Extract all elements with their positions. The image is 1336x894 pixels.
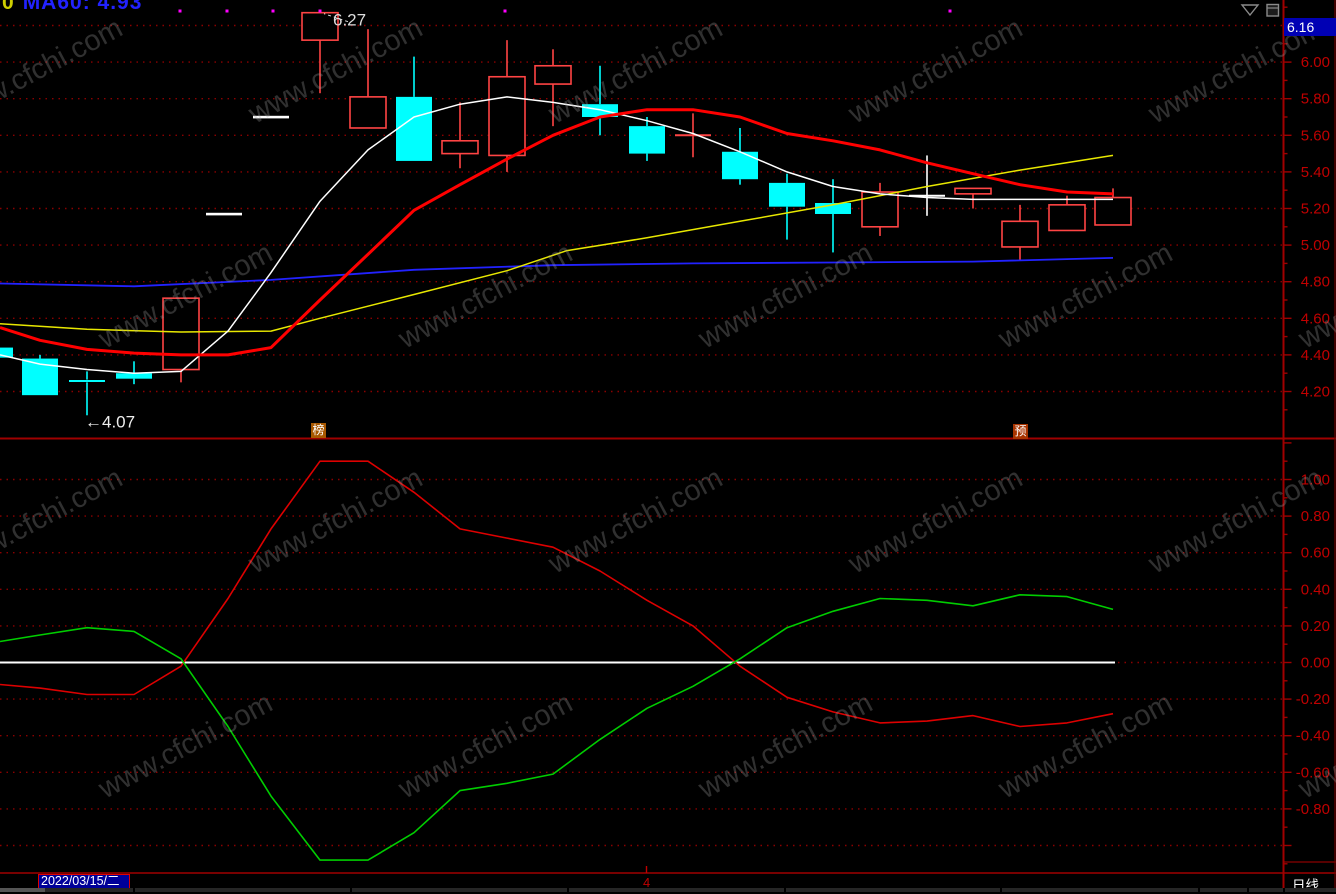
main-axis-label: 5.20 [1301,201,1330,218]
main-axis-label: 4.20 [1301,384,1330,401]
candle-body-up [349,96,387,129]
scrollbar-separator [567,888,569,892]
candle-body-down [629,126,665,154]
sub-axis-label: 0.40 [1301,581,1330,598]
candle-body-up [534,64,572,85]
candle-body-up [1094,196,1132,226]
toolbar-icons [1240,2,1284,17]
scrollbar-separator [1198,888,1200,892]
signal-dot [503,9,507,13]
one-price-candle [253,115,289,119]
candle-body-up [861,191,899,228]
main-axis-label: 6.00 [1301,54,1330,71]
sub-axis-label: 0.20 [1301,618,1330,635]
candle-body-up [441,139,479,155]
candle-body-up [488,75,526,157]
toolbar-icons-svg [1240,3,1280,17]
candle-body-down [582,104,618,117]
scrollbar-separator [1283,888,1285,892]
month-axis-label: 4 [643,875,651,890]
badge-yu[interactable]: 预 [1013,424,1028,439]
ma-line-yellow [0,154,1114,333]
candle-body-down [815,203,851,214]
candle-body-up [1048,204,1086,232]
main-axis-label: 5.80 [1301,91,1330,108]
one-price-candle [206,212,242,216]
ma-line-red [0,108,1114,357]
scrollbar-thumb[interactable] [0,888,45,892]
indicator-param: 0 [2,0,15,14]
indicator-header: 0 MA60: 4.93 [2,0,142,15]
high-annotation-arrow [323,13,349,23]
high-annotation-label: 6.27 [333,11,366,30]
indicator-green_line [0,593,1114,861]
main-axis-label: 4.80 [1301,274,1330,291]
sub-axis-label: 0.60 [1301,545,1330,562]
signal-dot [948,9,952,13]
sub-axis-label: 0.80 [1301,508,1330,525]
signal-dot [178,9,182,13]
main-axis-label: 5.60 [1301,127,1330,144]
candle-body-down [0,347,13,358]
scrollbar-separator [133,888,135,892]
signal-dot [318,9,322,13]
main-axis-label: 4.40 [1301,347,1330,364]
signal-dot [225,9,229,13]
axis-top-price-box: 6.16 [1284,18,1336,36]
ma-line-blue [0,257,1114,288]
sub-axis-label: -0.40 [1296,728,1330,745]
candle-body-down [116,373,152,379]
sub-axis-label: 1.00 [1301,472,1330,489]
candle-body-down [769,182,805,207]
signal-dot [271,9,275,13]
candle-body-up [301,11,339,41]
sub-axis-label: -0.80 [1296,801,1330,818]
main-axis-label: 5.00 [1301,237,1330,254]
sub-axis-label: -0.60 [1296,764,1330,781]
low-annotation-label: ←4.07 [85,412,135,431]
scrollbar-separator [1000,888,1002,892]
main-axis-label: 4.60 [1301,310,1330,327]
scrollbar-separator [784,888,786,892]
sub-axis-label: 0.00 [1301,655,1330,672]
candle-body-down [396,96,432,161]
scrollbar-separator [1247,888,1249,892]
candle-body-down [722,151,758,180]
date-label: 2022/03/15/二 [38,874,130,889]
ma-line-white [0,96,1113,374]
indicator-red_line [0,460,1114,728]
candle-body-up [162,297,200,371]
filter-triangle-icon[interactable] [1240,4,1260,17]
ma60-value-label: MA60: 4.93 [22,0,143,14]
scrollbar-separator [350,888,352,892]
main-axis-label: 5.40 [1301,164,1330,181]
badge-bang[interactable]: 榜 [311,423,326,438]
bottom-scrollbar[interactable] [0,888,1336,892]
window-icon[interactable] [1266,3,1280,17]
candle-body-up [954,187,992,195]
candle-body-up [1001,220,1039,248]
sub-axis-label: -0.20 [1296,691,1330,708]
